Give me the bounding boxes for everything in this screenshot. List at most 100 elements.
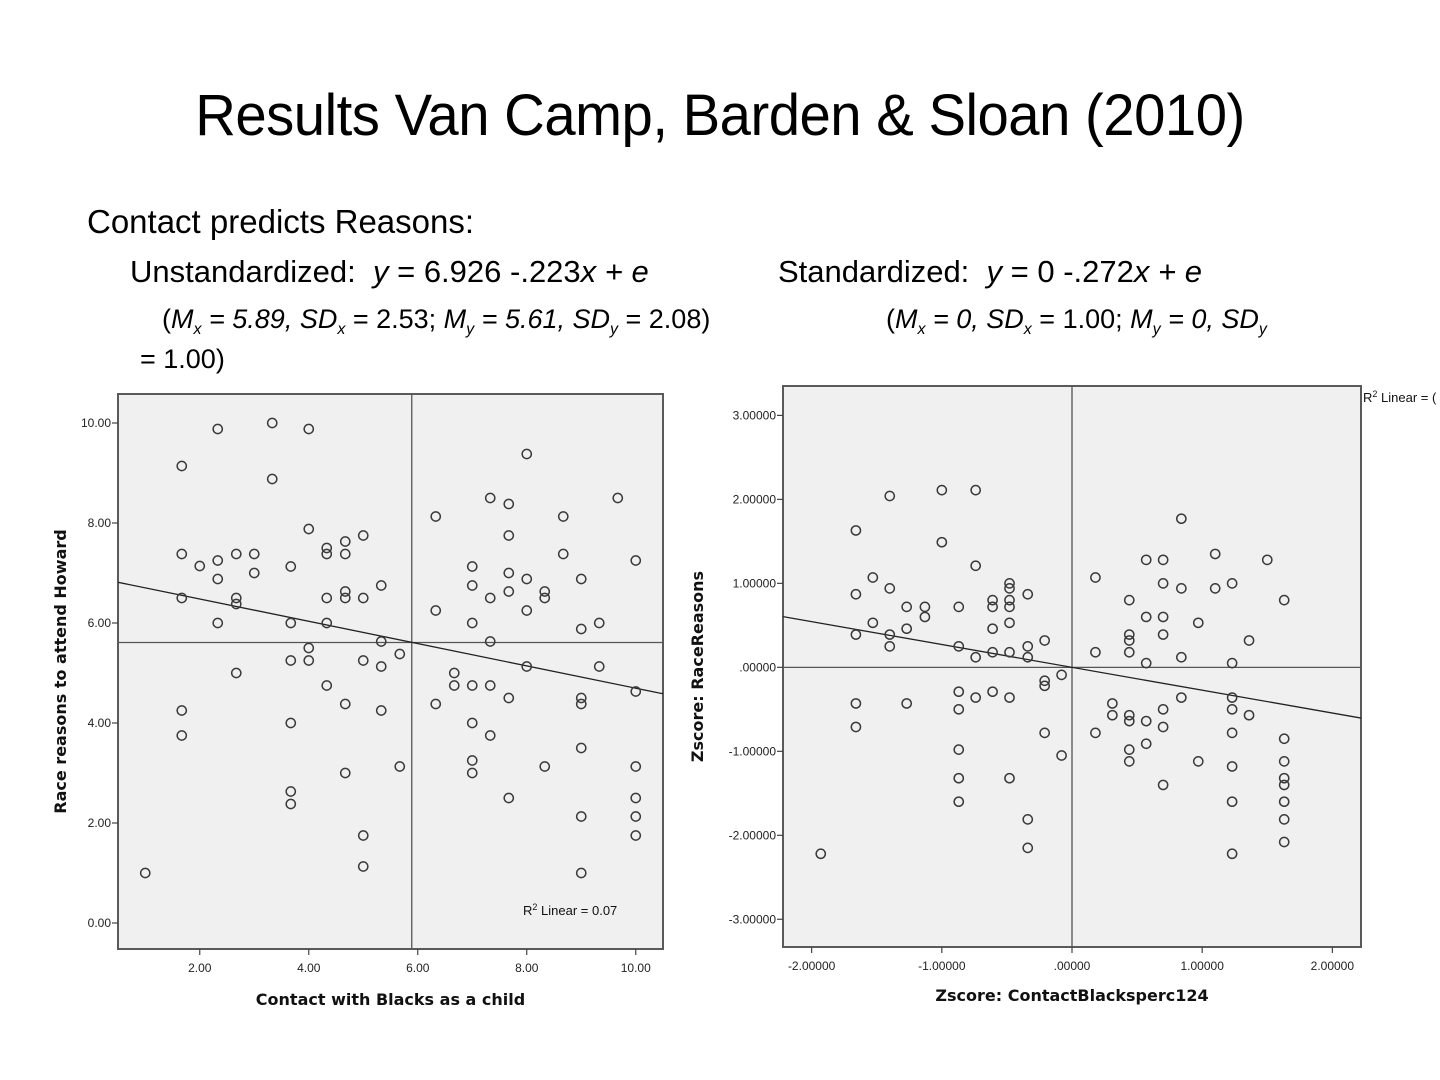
data-point [321, 617, 333, 629]
data-point [466, 580, 478, 591]
data-point [953, 796, 965, 808]
data-point [575, 692, 587, 704]
data-point [303, 423, 315, 435]
data-point [1140, 738, 1152, 750]
data-point [375, 580, 387, 591]
data-point [357, 861, 369, 872]
subscript: y [1152, 321, 1161, 338]
eq-y-var: y [986, 254, 1003, 289]
x-tick-label: 2.00 [188, 961, 212, 975]
data-point [176, 548, 188, 560]
x-axis-title: Contact with Blacks as a child [256, 990, 525, 1009]
eq-plus: + [1149, 254, 1185, 289]
data-point [285, 717, 297, 729]
mean-x-label: M [171, 304, 194, 334]
subscript: y [466, 321, 475, 338]
data-point [557, 548, 569, 560]
data-point [248, 548, 260, 560]
mean-y-label: M [1130, 304, 1153, 334]
data-point [630, 761, 642, 772]
subscript: y [1258, 321, 1267, 338]
y-tick-label: 2.00 [88, 816, 112, 830]
data-point [1090, 727, 1101, 739]
eq-x-var: x [1133, 254, 1150, 289]
x-tick-label: 8.00 [515, 961, 539, 975]
data-point [953, 772, 965, 784]
unstandardized-label: Unstandardized: [130, 254, 356, 289]
superscript-2: 2 [1372, 389, 1377, 399]
data-point [1226, 578, 1238, 589]
data-point [285, 617, 297, 629]
data-point [1056, 750, 1067, 761]
data-point [815, 848, 827, 860]
r-squared-value: Linear = 0.07 [537, 903, 617, 918]
data-point [1004, 772, 1015, 784]
subscript: x [193, 321, 202, 338]
data-point [1157, 721, 1169, 733]
data-point [575, 698, 587, 710]
data-point [850, 629, 862, 640]
data-point [321, 592, 333, 604]
data-point [466, 617, 478, 629]
standardized-stats-continuation: = 1.00) [140, 344, 225, 374]
data-point [230, 592, 242, 604]
data-point [1209, 583, 1221, 594]
data-point [1278, 813, 1290, 825]
data-point [1226, 761, 1238, 772]
data-point [1123, 635, 1135, 646]
data-point [1192, 756, 1204, 767]
data-point [1107, 709, 1118, 721]
chart-unstandardized: 0.00 2.00 4.00 6.00 8.00 10.00 2.00 4.00 6.00 8.0… [51, 393, 664, 1009]
data-point [850, 721, 862, 733]
data-point [266, 417, 278, 429]
data-point [867, 617, 879, 629]
mean-x-label: M [895, 304, 918, 334]
eq-x-var: x [580, 254, 597, 289]
data-point [212, 555, 224, 566]
data-point [1176, 692, 1187, 703]
data-point [484, 680, 496, 691]
data-point [521, 661, 533, 672]
sd-x-value: = 2.53; [345, 304, 444, 334]
data-point [1157, 611, 1169, 623]
data-point [503, 498, 515, 510]
data-point [970, 651, 982, 663]
data-point [1226, 848, 1238, 860]
data-point [630, 555, 642, 566]
data-point [1243, 709, 1255, 721]
data-point [503, 530, 515, 541]
data-point [503, 692, 515, 704]
r-squared-value: Linear = ( [1377, 390, 1437, 405]
data-point [1004, 646, 1015, 658]
data-point [1157, 703, 1169, 715]
data-point [430, 698, 442, 710]
data-point [1123, 646, 1135, 658]
data-point [1278, 836, 1290, 848]
data-point [1123, 629, 1135, 640]
data-point [357, 830, 369, 841]
data-point [448, 667, 460, 679]
y-tick-label: 10.00 [81, 416, 111, 430]
data-point [1157, 629, 1169, 640]
data-point [1123, 744, 1135, 755]
x-tick-label: 10.00 [621, 961, 651, 975]
y-tick-label: 1.00000 [733, 576, 777, 590]
data-point [1140, 715, 1152, 727]
data-point [1004, 594, 1015, 606]
data-point [1004, 601, 1015, 613]
data-point [1278, 796, 1290, 808]
data-point [987, 594, 998, 606]
standardized-label: Standardized: [778, 254, 970, 289]
regression-fit-line [783, 615, 1361, 719]
data-point [230, 598, 242, 610]
y-tick-label: 0.00 [88, 916, 112, 930]
data-point [484, 730, 496, 741]
slide-subheading: Contact predicts Reasons: [87, 203, 475, 240]
data-point [484, 636, 496, 647]
data-point [953, 601, 965, 613]
data-point [1140, 657, 1152, 669]
r-squared-annotation: R2 Linear = 0.07 [523, 902, 617, 918]
data-point [1226, 692, 1238, 703]
data-point [1022, 813, 1034, 825]
